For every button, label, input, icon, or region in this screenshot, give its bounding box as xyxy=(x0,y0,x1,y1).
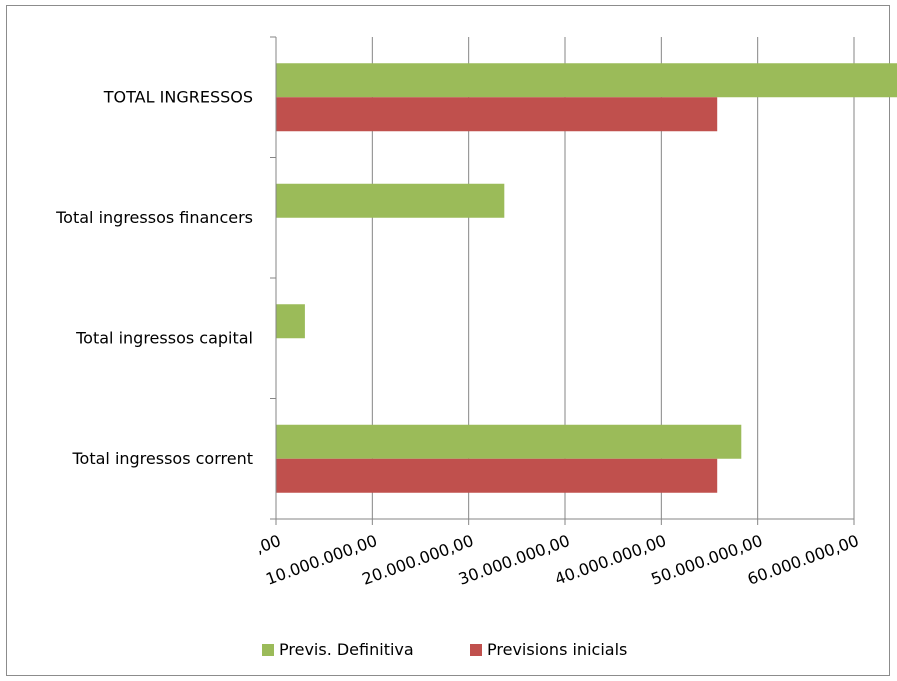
x-tick-label: ,00 xyxy=(253,531,283,558)
bar xyxy=(276,63,897,98)
bar xyxy=(276,424,742,459)
legend-label: Previsions inicials xyxy=(487,640,627,659)
category-label: Total ingressos corrent xyxy=(71,449,253,468)
category-labels: Total ingressos corrent Total ingressos c… xyxy=(55,87,253,468)
axes xyxy=(270,36,855,525)
legend-swatch xyxy=(262,644,274,656)
x-tick-label: 60.000.000,00 xyxy=(745,531,862,589)
legend-label: Previs. Definitiva xyxy=(279,640,414,659)
category-label: Total ingressos capital xyxy=(75,328,253,347)
x-tick-labels: ,0010.000.000,0020.000.000,0030.000.000,… xyxy=(253,531,861,589)
category-label: TOTAL INGRESSOS xyxy=(103,87,253,106)
bar xyxy=(276,97,718,132)
bar xyxy=(276,458,718,493)
bar xyxy=(276,183,505,218)
legend: Previs. Definitiva Previsions inicials xyxy=(262,640,627,659)
bars xyxy=(276,63,897,493)
bar xyxy=(276,304,305,339)
category-label: Total ingressos financers xyxy=(55,208,253,227)
legend-swatch xyxy=(470,644,482,656)
